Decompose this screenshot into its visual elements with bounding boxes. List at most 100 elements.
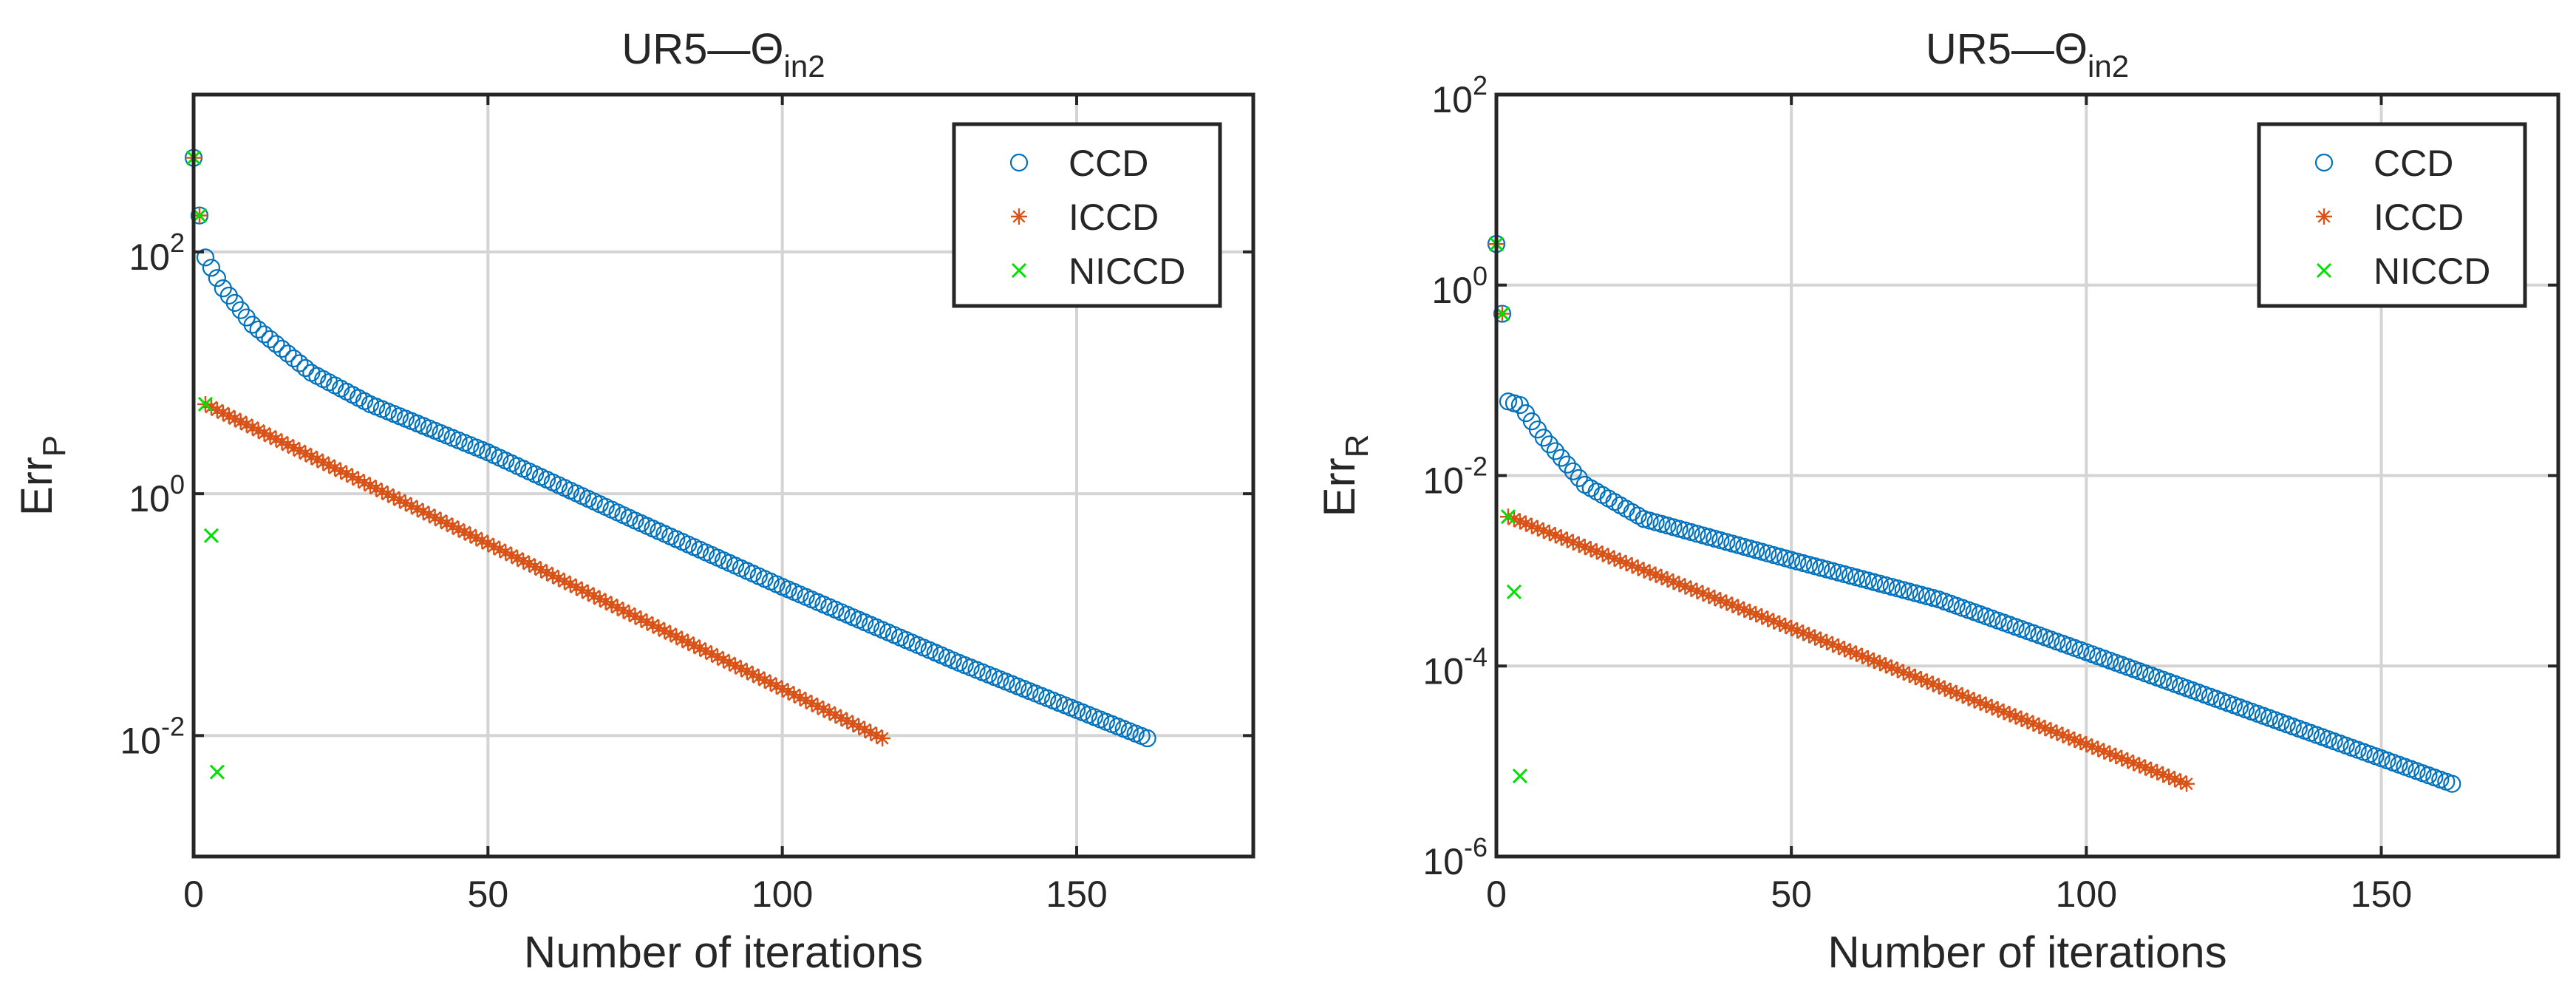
iccd-point-78-shape: [1948, 685, 1965, 702]
iccd-point-53-shape: [497, 544, 514, 561]
iccd-point-35-shape: [391, 491, 408, 508]
iccd-point-109: [2131, 757, 2148, 774]
iccd-point-80: [1960, 689, 1977, 706]
ccd-point-15: [273, 339, 291, 358]
iccd-point-107: [815, 701, 832, 718]
iccd-point-109: [827, 706, 844, 723]
y-axis-label-subscript: P: [36, 435, 72, 457]
iccd-point-97-shape: [756, 672, 773, 689]
iccd-point-91: [720, 654, 737, 671]
iccd-point-64: [562, 576, 579, 593]
iccd-point-42-shape: [1736, 601, 1753, 618]
iccd-point-45: [450, 521, 467, 538]
iccd-point-25: [333, 463, 350, 480]
iccd-point-3: [202, 398, 219, 415]
iccd-point-71: [1907, 669, 1924, 686]
iccd-point-56: [1819, 633, 1836, 650]
iccd-point-84: [1983, 698, 2000, 715]
ccd-point-17: [284, 349, 303, 368]
iccd-point-63-shape: [556, 573, 573, 590]
niccd-point-3-shape: [203, 528, 219, 543]
iccd-point-16-shape: [279, 437, 296, 454]
iccd-point-90-shape: [2019, 712, 2036, 729]
iccd-point-61: [1847, 645, 1864, 662]
iccd-point-33: [379, 486, 396, 503]
iccd-point-5: [214, 404, 231, 421]
y-tick-label-3-exp: 0: [1473, 261, 1488, 291]
iccd-point-116-shape: [868, 727, 885, 744]
iccd-point-96: [750, 669, 767, 686]
iccd-point-95-shape: [744, 666, 761, 683]
iccd-point-98: [2066, 731, 2083, 748]
ccd-point-12-shape: [1558, 455, 1576, 474]
iccd-point-48-shape: [1771, 615, 1788, 632]
chart-title: UR5—Θin2: [1926, 25, 2129, 84]
iccd-point-110: [833, 709, 850, 726]
iccd-point-26: [338, 466, 355, 483]
iccd-point-32: [1677, 578, 1694, 595]
iccd-point-82-shape: [668, 628, 685, 645]
chart-title-subscript: in2: [2088, 49, 2129, 84]
iccd-point-18: [291, 442, 308, 459]
iccd-point-68-shape: [1889, 661, 1906, 678]
iccd-point-110: [2137, 759, 2154, 776]
iccd-point-78-shape: [644, 616, 661, 633]
iccd-point-99-shape: [2072, 734, 2089, 751]
iccd-point-112: [845, 715, 862, 732]
ccd-point-162-shape: [1138, 729, 1156, 748]
iccd-point-63: [1859, 650, 1876, 667]
iccd-point-9-shape: [238, 416, 255, 433]
iccd-point-113: [2155, 766, 2172, 783]
iccd-point-50-shape: [1783, 620, 1800, 637]
y-tick-label-1: 100: [129, 469, 185, 520]
iccd-point-4: [1511, 513, 1528, 530]
legend-label-iccd: ICCD: [2374, 197, 2464, 238]
iccd-point-48-shape: [468, 529, 485, 546]
ccd-point-8-shape: [1534, 429, 1553, 447]
iccd-point-39: [415, 503, 432, 520]
legend-box: [2257, 122, 2527, 308]
iccd-point-19-shape: [1600, 548, 1617, 565]
iccd-point-25-shape: [1635, 562, 1652, 579]
iccd-point-34: [385, 488, 402, 505]
iccd-point-39-shape: [1718, 594, 1735, 611]
iccd-point-100: [2078, 736, 2095, 753]
iccd-point-75: [627, 607, 644, 624]
iccd-point-29: [356, 474, 373, 491]
iccd-point-61-shape: [544, 567, 561, 584]
iccd-point-104: [2102, 745, 2119, 762]
iccd-point-89-shape: [709, 648, 726, 665]
iccd-point-11-shape: [250, 422, 267, 439]
legend-entry-iccd: ICCD: [1011, 197, 1159, 238]
iccd-point-97-shape: [2060, 729, 2077, 746]
iccd-point-38: [409, 500, 426, 517]
iccd-point-24-shape: [1629, 559, 1646, 576]
iccd-point-46-shape: [1759, 610, 1776, 627]
iccd-point-17: [285, 439, 302, 456]
iccd-point-48: [1771, 615, 1788, 632]
iccd-point-32-shape: [1677, 578, 1694, 595]
iccd-point-19: [1600, 548, 1617, 565]
iccd-point-83: [1977, 696, 1994, 713]
iccd-point-86-shape: [1995, 704, 2012, 721]
iccd-point-32: [373, 483, 390, 500]
iccd-point-87: [2001, 706, 2018, 723]
iccd-point-73-shape: [615, 602, 632, 619]
y-tick-label-0-exp: -2: [161, 711, 185, 741]
niccd-point-4: [209, 764, 225, 780]
iccd-point-15-shape: [273, 434, 290, 451]
iccd-point-82-shape: [1972, 694, 1989, 711]
iccd-point-56-shape: [515, 553, 532, 570]
iccd-point-70: [597, 593, 614, 610]
iccd-point-114: [2161, 769, 2178, 786]
iccd-point-54: [503, 547, 520, 564]
legend-marker-ccd: [2314, 153, 2334, 172]
iccd-point-66: [573, 582, 590, 599]
iccd-point-80-shape: [1960, 689, 1977, 706]
iccd-point-6: [220, 407, 237, 424]
iccd-point-112-shape: [2149, 763, 2166, 780]
legend-box: [952, 122, 1222, 308]
iccd-point-28-shape: [350, 471, 367, 488]
